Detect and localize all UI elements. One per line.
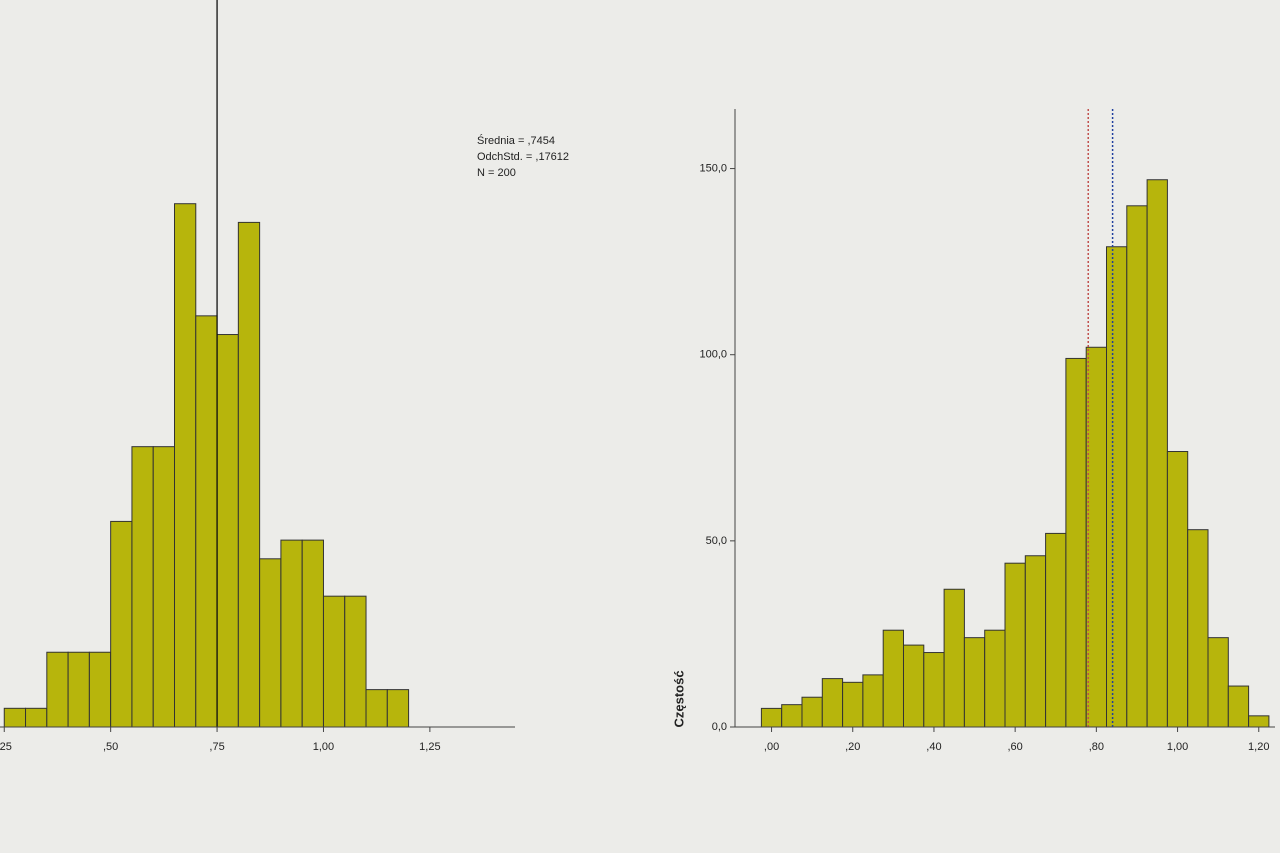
bar [88, 651, 112, 728]
x-tick-label: 1,20 [1248, 741, 1269, 753]
bar [781, 704, 803, 728]
bar [984, 629, 1006, 728]
bar [821, 678, 844, 728]
annotation: OdchStd. = ,17612 [477, 151, 569, 163]
bar [902, 644, 925, 728]
x-tick-label: ,00 [764, 741, 779, 753]
x-tick-label: ,50 [103, 741, 118, 753]
bar [67, 651, 90, 728]
bar [25, 707, 48, 728]
bar [365, 689, 388, 728]
x-tick-label: ,75 [209, 741, 224, 753]
bar [1126, 205, 1148, 728]
bar [386, 689, 410, 728]
bar [1085, 346, 1108, 728]
bar [195, 315, 218, 728]
bar [259, 558, 282, 728]
bar [1106, 246, 1128, 728]
bar [882, 629, 904, 728]
x-tick-label: 1,00 [1167, 741, 1188, 753]
bar [760, 707, 783, 728]
y-tick-label: 50,0 [706, 535, 727, 547]
y-tick-label: 0,0 [712, 721, 727, 733]
bar [1004, 562, 1026, 728]
bar [963, 637, 986, 728]
x-tick-label: ,20 [845, 741, 860, 753]
annotation: Średnia = ,7454 [477, 134, 555, 147]
bar [1227, 685, 1250, 728]
y-axis-label: Częstość [671, 670, 686, 727]
bar [923, 652, 945, 728]
bar [801, 696, 823, 728]
bar [216, 334, 239, 728]
bar [1024, 555, 1047, 728]
bar [1187, 529, 1209, 728]
bar [842, 681, 864, 728]
bar [1207, 637, 1229, 728]
bar [174, 203, 197, 728]
y-tick-label: 150,0 [699, 162, 727, 174]
bar [1248, 715, 1270, 728]
bar [110, 520, 133, 728]
bar [322, 595, 346, 728]
bar [3, 707, 27, 728]
bar [862, 674, 884, 728]
bar [344, 595, 367, 728]
bar [46, 651, 69, 728]
bar [280, 539, 303, 728]
bar [152, 446, 176, 728]
bar [131, 446, 154, 728]
x-tick-label: ,60 [1008, 741, 1023, 753]
bar [237, 221, 261, 728]
x-tick-label: ,80 [1089, 741, 1104, 753]
x-tick-label: ,25 [0, 741, 12, 753]
bar [1166, 451, 1189, 728]
x-tick-label: 1,25 [419, 741, 440, 753]
bar [1065, 357, 1087, 728]
annotation: N = 200 [477, 167, 516, 179]
bar [301, 539, 324, 728]
x-tick-label: ,40 [926, 741, 941, 753]
y-tick-label: 100,0 [699, 349, 727, 361]
x-tick-label: 1,00 [313, 741, 334, 753]
bar [943, 588, 965, 728]
bar [1045, 532, 1067, 728]
bar [1146, 179, 1168, 728]
